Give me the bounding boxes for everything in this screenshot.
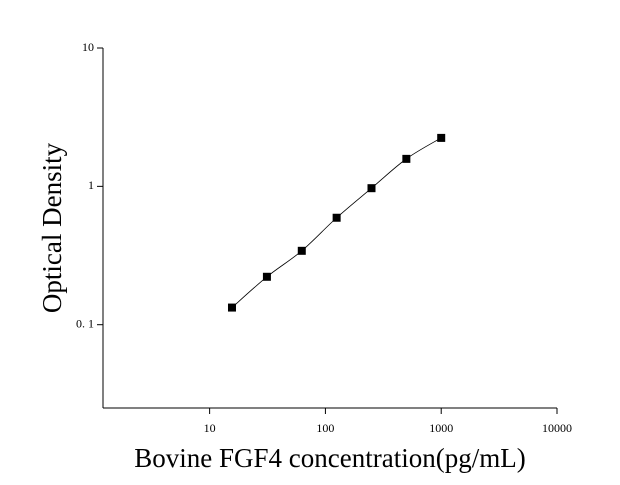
y-tick-label: 0. 1 — [76, 316, 94, 330]
x-tick-label: 100 — [316, 421, 334, 435]
x-tick-label: 1000 — [429, 421, 453, 435]
y-tick-label: 10 — [82, 40, 94, 54]
data-point — [332, 213, 341, 222]
data-point — [262, 272, 271, 281]
fit-curve — [231, 137, 442, 308]
x-tick-label: 10000 — [542, 421, 572, 435]
data-point — [402, 154, 411, 163]
y-tick-label: 1 — [88, 178, 94, 192]
y-axis-title: Optical Density — [37, 142, 67, 313]
data-point — [297, 246, 306, 255]
x-tick-label: 10 — [204, 421, 216, 435]
data-point — [437, 133, 446, 142]
data-point — [227, 303, 236, 312]
x-axis-title: Bovine FGF4 concentration(pg/mL) — [134, 443, 525, 473]
data-point — [367, 184, 376, 193]
